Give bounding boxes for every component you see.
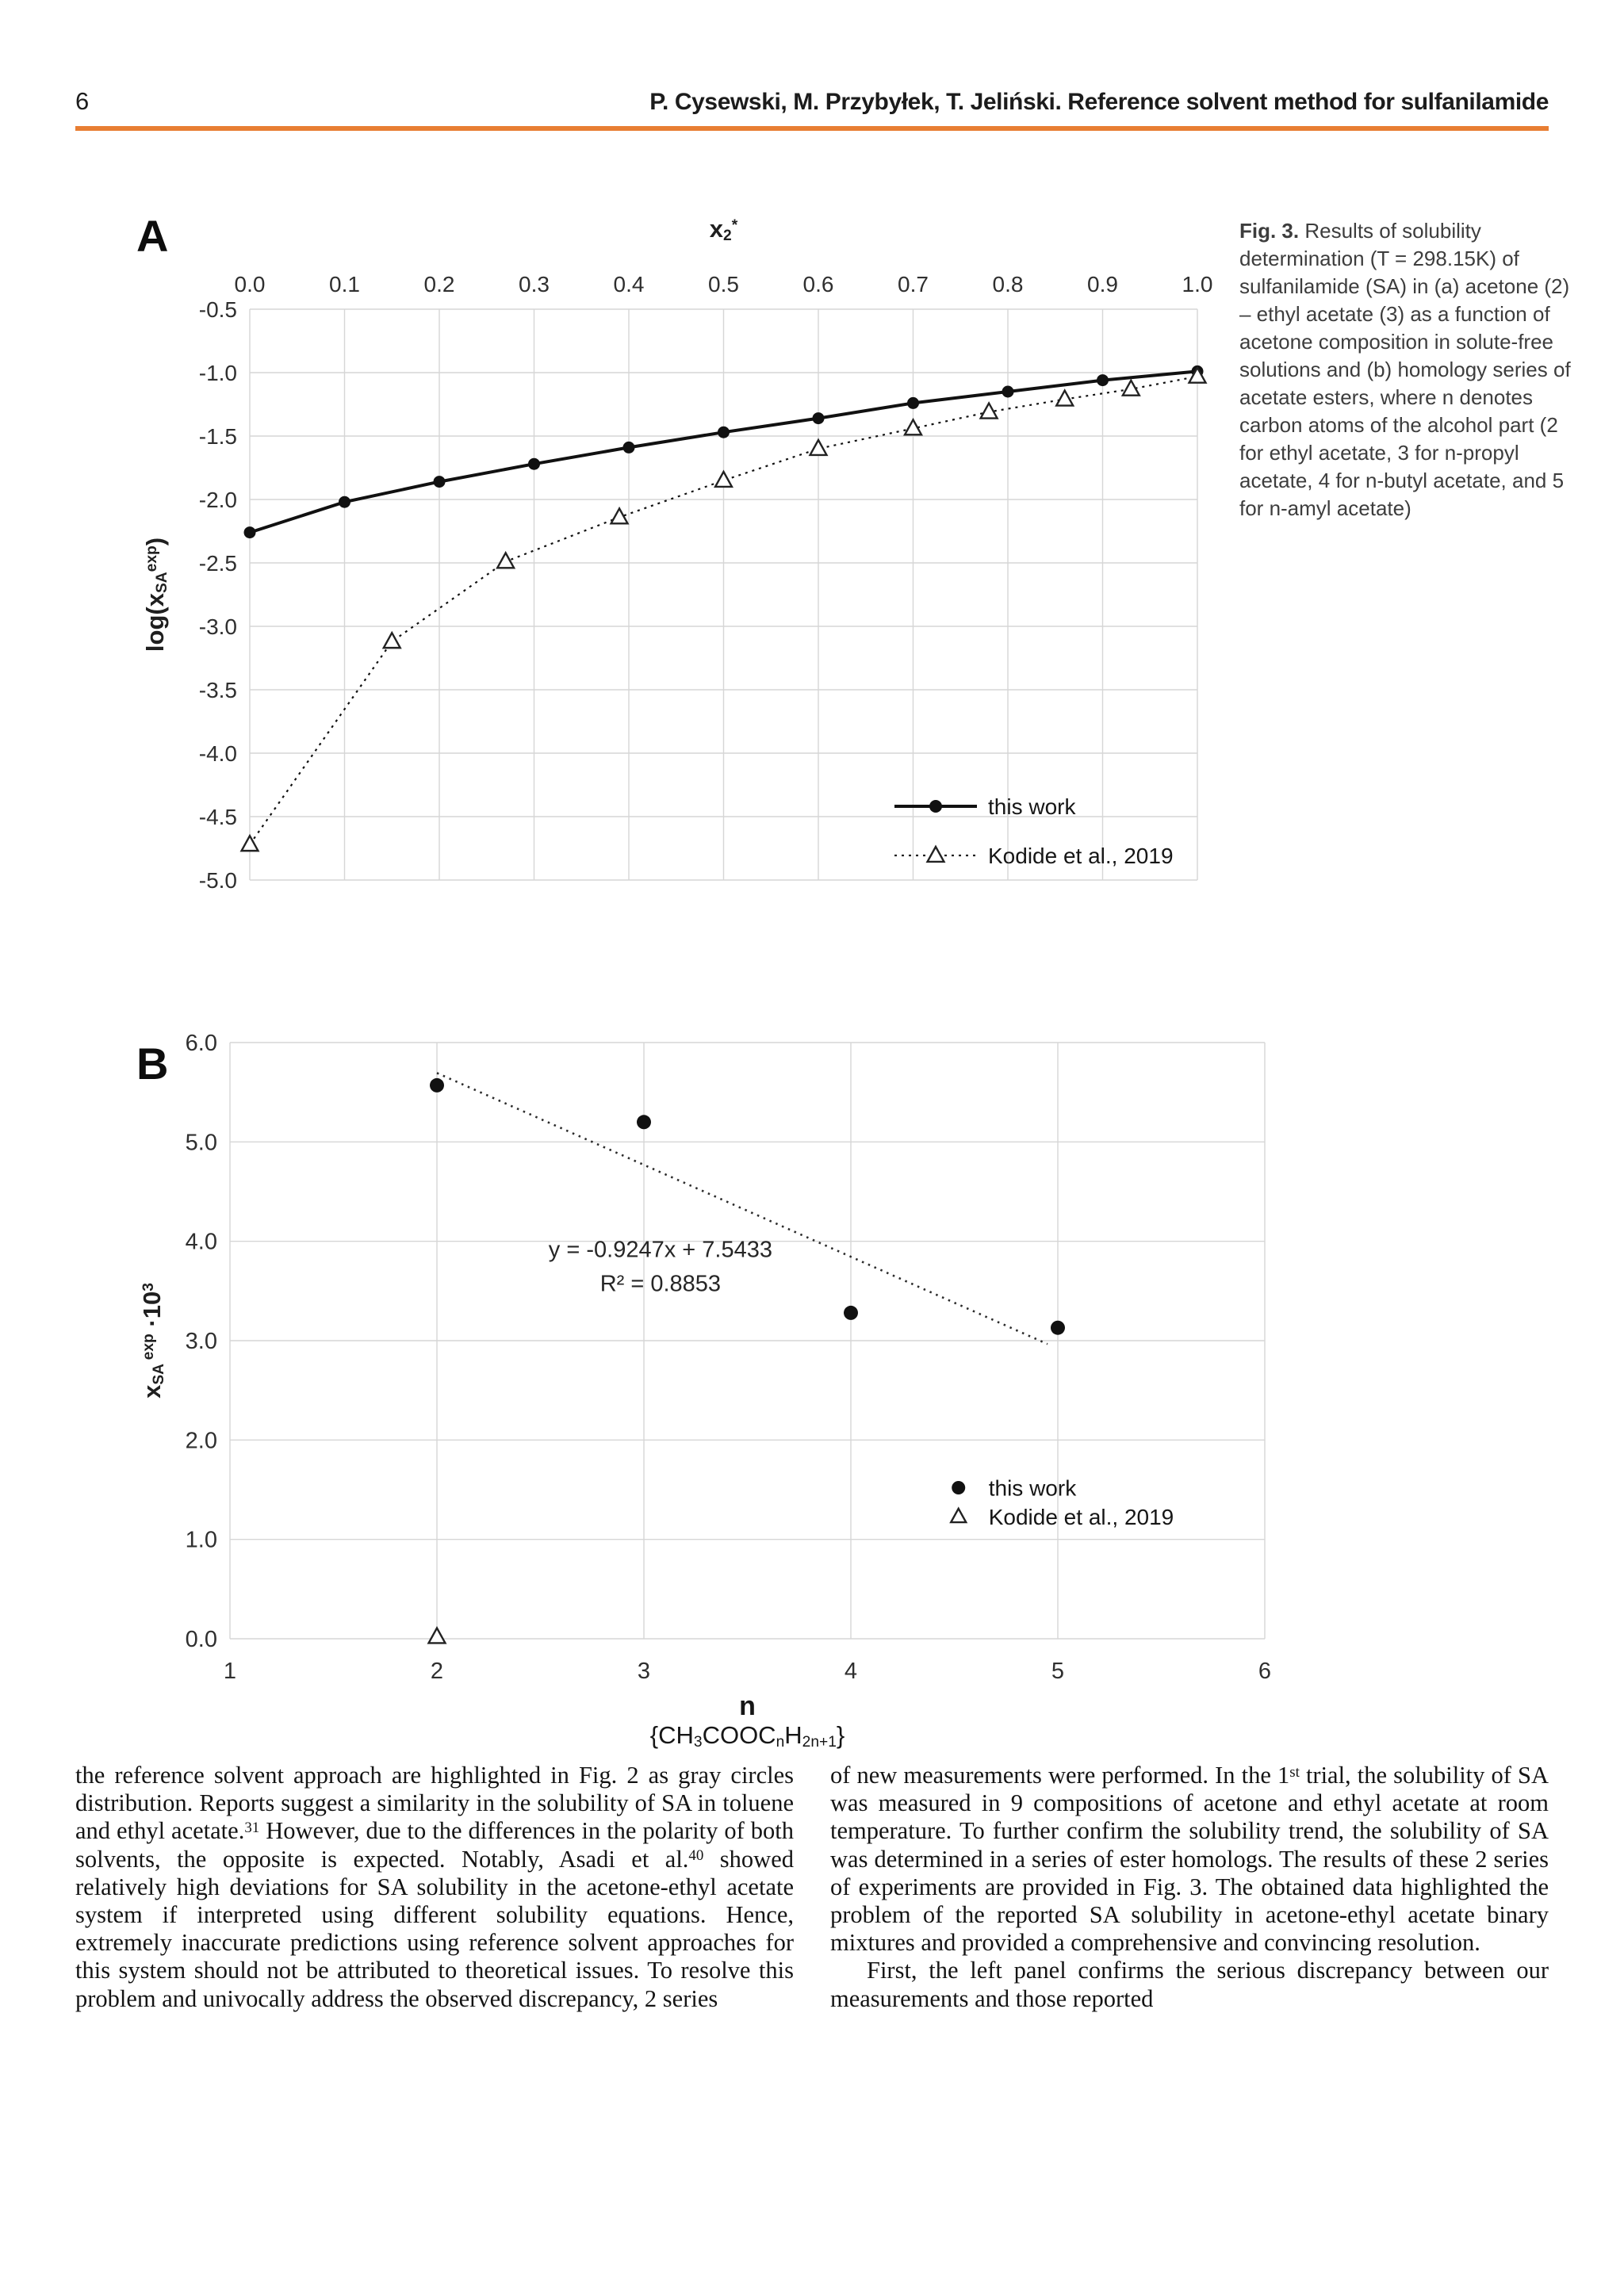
data-point-circle	[243, 526, 256, 539]
y-tick-label: 4.0	[186, 1230, 217, 1255]
figure-caption: Fig. 3. Results of solubility determinat…	[1239, 219, 1571, 520]
chart-b-canvas: 1 2 3 4 5 6 0.0 1.0 2.0 3.0 4.0 5.0 6.0 y = -0.9247x …	[136, 1031, 1271, 1721]
x-tick-label: 0.4	[614, 272, 645, 297]
data-point-triangle	[1120, 378, 1141, 396]
y-tick-label: -2.5	[199, 551, 237, 576]
y-tick-label: 1.0	[186, 1528, 217, 1553]
data-point-circle	[637, 1115, 651, 1130]
body-text-right-column: of new measurements were performed. In t…	[830, 1762, 1549, 2013]
y-tick-label: -0.5	[199, 297, 237, 322]
y-tick-label: 0.0	[186, 1627, 217, 1652]
data-point-circle	[339, 496, 350, 508]
x-tick-label: 0.3	[519, 272, 550, 297]
y-tick-label: -1.5	[199, 424, 237, 449]
data-point-triangle	[903, 417, 923, 436]
x-tick-label: 0.5	[708, 272, 739, 297]
x-tick-label: 4	[845, 1659, 857, 1684]
y-tick-label: 5.0	[186, 1130, 217, 1155]
y-tick-label: -1.0	[199, 361, 237, 385]
y-tick-label: 6.0	[186, 1031, 217, 1056]
body-text-left-column: the reference solvent approach are highl…	[75, 1762, 794, 2013]
data-point-circle	[812, 412, 825, 425]
x-tick-label: 1	[224, 1659, 236, 1684]
legend-label-this-work: this work	[988, 794, 1076, 819]
paragraph: the reference solvent approach are highl…	[75, 1762, 794, 2012]
y-tick-label: -4.0	[199, 741, 237, 766]
data-point-triangle	[381, 630, 402, 649]
y-tick-label: -4.5	[199, 805, 237, 829]
chart-a-x-axis-title: x2*	[709, 215, 738, 245]
chart-a-canvas: 0.0 0.1 0.2 0.3 0.4 0.5 0.6 0.7 0.8 0.9 1.0 -0.5 -1.…	[136, 211, 1213, 893]
series-line-dotted	[249, 375, 1198, 845]
data-point-triangle	[609, 506, 630, 525]
running-title: P. Cysewski, M. Przybyłek, T. Jeliński. …	[649, 89, 1549, 115]
data-point-circle	[528, 457, 540, 470]
x-tick-label: 1.0	[1182, 272, 1213, 297]
x-tick-label: 0.6	[803, 272, 834, 297]
data-point-circle	[907, 396, 919, 409]
panel-label-b: B	[136, 1039, 168, 1089]
chart-b-x-axis-label: n	[739, 1691, 756, 1721]
data-point-triangle	[1055, 388, 1075, 407]
legend-label-kodide: Kodide et al., 2019	[989, 1505, 1174, 1529]
data-point-circle	[430, 1077, 444, 1093]
x-tick-label: 0.1	[329, 272, 360, 297]
y-tick-label: 2.0	[186, 1428, 217, 1453]
data-point-circle	[622, 441, 635, 453]
x-tick-label: 5	[1051, 1659, 1064, 1684]
legend-label-this-work: this work	[989, 1475, 1077, 1500]
x-tick-label: 2	[431, 1659, 443, 1684]
data-point-triangle	[979, 401, 999, 419]
y-tick-label: -3.5	[199, 678, 237, 702]
data-point-triangle	[714, 469, 733, 488]
chart-b-x-axis-formula: {CH3COOCnH2n+1}	[649, 1721, 845, 1751]
header-rule	[75, 126, 1549, 131]
data-point-triangle	[808, 438, 829, 457]
data-point-triangle	[496, 550, 516, 569]
x-tick-label: 0.2	[424, 272, 455, 297]
figure-panel-b: 1 2 3 4 5 6 0.0 1.0 2.0 3.0 4.0 5.0 6.0 y = -0.9247x …	[119, 1027, 1324, 1772]
x-tick-label: 0.8	[993, 272, 1024, 297]
page-number: 6	[75, 87, 90, 115]
panel-label-a: A	[136, 211, 168, 261]
data-point-circle	[1097, 374, 1109, 387]
data-point-triangle	[427, 1626, 447, 1644]
data-point-circle	[718, 426, 730, 438]
paragraph: First, the left panel confirms the serio…	[830, 1957, 1549, 2012]
data-point-circle	[844, 1305, 858, 1320]
chart-a-y-axis-title: log(xSAexp)	[141, 537, 171, 652]
y-tick-label: 3.0	[186, 1329, 217, 1354]
data-point-triangle	[239, 833, 260, 852]
x-tick-label: 0.9	[1087, 272, 1118, 297]
data-point-circle	[1002, 385, 1014, 398]
x-tick-label: 0.0	[235, 272, 266, 297]
trendline-r2: R² = 0.8853	[600, 1271, 721, 1296]
legend-marker-circle	[952, 1480, 966, 1494]
legend-marker-triangle	[949, 1506, 968, 1524]
paragraph: of new measurements were performed. In t…	[830, 1762, 1549, 1957]
data-point-circle	[1051, 1320, 1065, 1335]
data-point-triangle	[1187, 365, 1208, 384]
x-tick-label: 0.7	[898, 272, 929, 297]
y-tick-label: -5.0	[199, 868, 237, 893]
chart-b-y-axis-title: xSA exp ·103	[138, 1283, 168, 1399]
x-tick-label: 6	[1258, 1659, 1271, 1684]
legend-label-kodide: Kodide et al., 2019	[988, 844, 1174, 868]
data-point-circle	[433, 476, 446, 488]
y-tick-label: -3.0	[199, 614, 237, 639]
trendline-equation: y = -0.9247x + 7.5433	[549, 1238, 772, 1263]
legend-marker-triangle	[925, 844, 946, 863]
figure-panel-a: 0.0 0.1 0.2 0.3 0.4 0.5 0.6 0.7 0.8 0.9 1.0 -0.5 -1.…	[119, 170, 1225, 908]
legend-marker-circle	[929, 800, 942, 813]
y-tick-label: -2.0	[199, 488, 237, 512]
x-tick-label: 3	[638, 1659, 650, 1684]
trendline	[436, 1072, 1048, 1345]
